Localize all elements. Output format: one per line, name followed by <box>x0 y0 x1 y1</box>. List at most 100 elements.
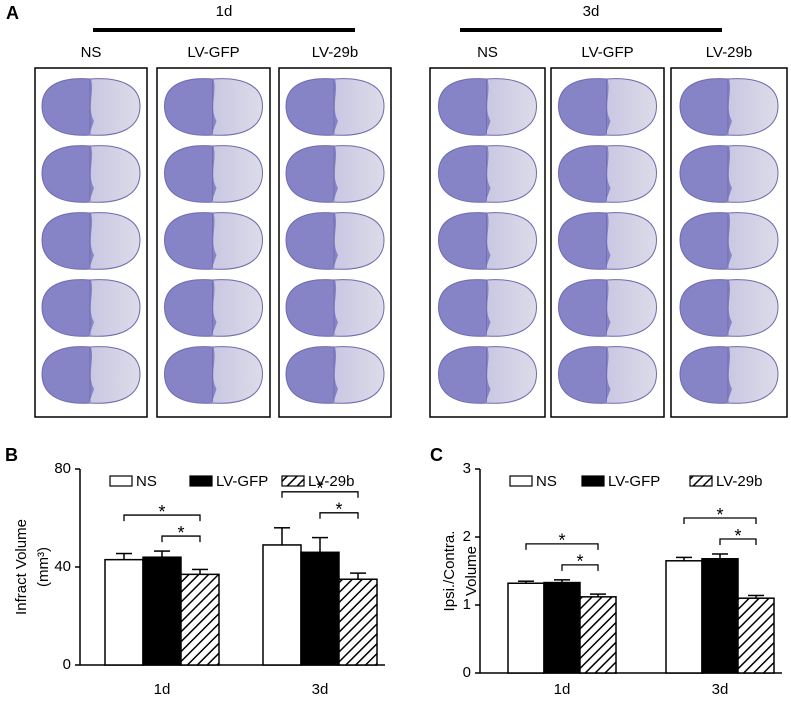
error-bar <box>192 568 208 575</box>
brain-slice <box>161 143 267 205</box>
significance-bracket <box>281 491 359 498</box>
significance-bracket <box>525 543 599 550</box>
panel-a: 1d NS LV-GFP LV-29b 3d NS LV-GFP LV-29b <box>34 3 788 418</box>
significance-bracket <box>719 538 757 545</box>
brain-slice <box>435 143 541 205</box>
y-tick-label: 1 <box>463 596 471 613</box>
significance-label: * <box>177 523 184 543</box>
significance-bracket <box>561 564 599 571</box>
legend-swatch <box>509 475 533 487</box>
x-tick-label: 3d <box>312 681 329 698</box>
error-bar <box>274 527 290 545</box>
y-tick-label: 3 <box>463 460 471 477</box>
error-bar <box>590 593 606 597</box>
bar <box>665 560 703 674</box>
brain-slice <box>282 210 388 272</box>
bar <box>180 573 220 666</box>
bar <box>300 551 340 666</box>
y-tick-label: 40 <box>54 558 71 575</box>
y-tick-label: 80 <box>54 460 71 477</box>
error-bar <box>154 550 170 558</box>
legend-swatch <box>189 475 213 487</box>
error-bar <box>350 572 366 580</box>
significance-bracket <box>683 517 757 524</box>
brain-slice <box>676 344 782 406</box>
brain-slice <box>38 210 144 272</box>
brain-slice <box>555 277 661 339</box>
significance-label: * <box>158 502 165 522</box>
significance-label: * <box>335 500 342 520</box>
legend-label: LV-GFP <box>216 473 268 490</box>
brain-slice <box>161 76 267 138</box>
brain-slice <box>555 210 661 272</box>
legend-label: LV-29b <box>308 473 354 490</box>
y-axis-label: Ipsi./Contra. <box>441 531 458 612</box>
brain-slice <box>38 76 144 138</box>
brain-slice <box>676 143 782 205</box>
column-label: LV-29b <box>706 44 752 61</box>
column-label: LV-GFP <box>187 44 239 61</box>
legend-swatch <box>689 475 713 487</box>
column-label: NS <box>477 44 498 61</box>
error-bar <box>518 580 534 584</box>
brain-slice <box>161 277 267 339</box>
group-title: 3d <box>583 3 600 20</box>
y-axis-label: Infract Volume <box>13 519 30 615</box>
legend-label: NS <box>536 473 557 490</box>
column-label: LV-29b <box>312 44 358 61</box>
brain-slice <box>38 344 144 406</box>
y-tick-label: 2 <box>463 528 471 545</box>
x-tick-label: 1d <box>154 681 171 698</box>
legend-label: LV-GFP <box>608 473 660 490</box>
brain-slice <box>555 76 661 138</box>
panel-label: A <box>6 3 19 23</box>
column-label: LV-GFP <box>581 44 633 61</box>
error-bar <box>748 594 764 599</box>
error-bar <box>116 552 132 560</box>
brain-slice <box>555 344 661 406</box>
significance-label: * <box>734 526 741 546</box>
panel-label: B <box>5 445 18 465</box>
brain-slice <box>555 143 661 205</box>
brain-slice <box>282 344 388 406</box>
error-bar <box>712 553 728 559</box>
error-bar <box>312 536 328 553</box>
y-axis-label: Volume <box>463 546 480 596</box>
significance-bracket <box>161 535 201 543</box>
bar <box>104 558 144 666</box>
y-tick-label: 0 <box>463 664 471 681</box>
bar <box>701 558 739 674</box>
legend-swatch <box>581 475 605 487</box>
error-bar <box>676 556 692 561</box>
y-tick-label: 0 <box>63 656 71 673</box>
error-bar <box>554 579 570 583</box>
significance-bracket <box>123 514 201 522</box>
brain-slice <box>435 76 541 138</box>
brain-slice <box>435 277 541 339</box>
x-tick-label: 1d <box>554 681 571 698</box>
significance-bracket <box>319 512 359 519</box>
bar <box>543 581 581 674</box>
significance-label: * <box>558 531 565 551</box>
bar <box>579 596 617 674</box>
brain-slice <box>435 344 541 406</box>
bar <box>142 556 182 666</box>
panel-label: C <box>430 445 443 465</box>
legend-label: LV-29b <box>716 473 762 490</box>
bar <box>737 597 775 674</box>
brain-slice <box>161 210 267 272</box>
brain-slice <box>282 76 388 138</box>
x-tick-label: 3d <box>712 681 729 698</box>
brain-slice <box>676 210 782 272</box>
brain-slice <box>676 76 782 138</box>
group-title: 1d <box>216 3 233 20</box>
legend-swatch <box>281 475 305 487</box>
column-label: NS <box>81 44 102 61</box>
bar <box>262 544 302 666</box>
significance-label: * <box>576 552 583 572</box>
bar <box>338 578 378 666</box>
brain-slice <box>38 143 144 205</box>
significance-label: * <box>716 505 723 525</box>
brain-slice <box>676 277 782 339</box>
